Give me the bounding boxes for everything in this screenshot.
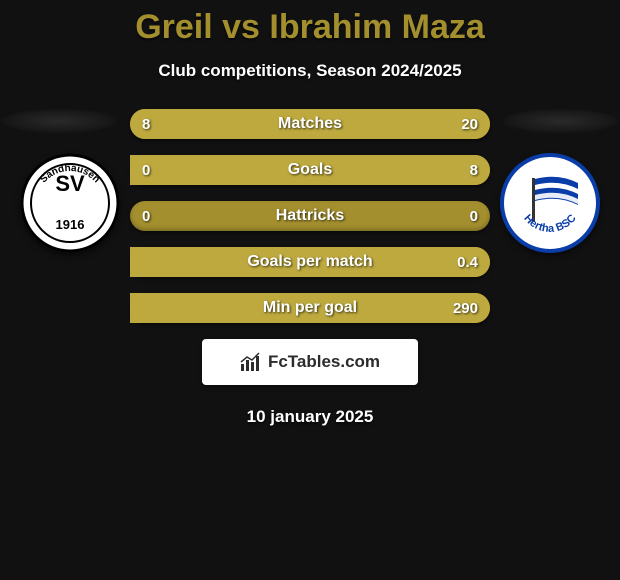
stat-label: Goals per match xyxy=(247,253,372,271)
date-label: 10 january 2025 xyxy=(0,407,620,427)
stat-bars: 8 Matches 20 0 Goals 8 0 Hattricks 0 Goals per ma… xyxy=(130,109,490,323)
stat-value-right: 0 xyxy=(470,208,478,225)
watermark-text: FcTables.com xyxy=(268,352,380,372)
stat-value-right: 8 xyxy=(470,162,478,179)
stat-value-left: 8 xyxy=(142,116,150,133)
page-title: Greil vs Ibrahim Maza xyxy=(0,0,620,47)
svg-text:1916: 1916 xyxy=(56,217,85,232)
stat-value-right: 0.4 xyxy=(457,254,478,271)
stat-label: Hattricks xyxy=(276,207,344,225)
stat-label: Matches xyxy=(278,115,342,133)
stat-bar: 0 Goals 8 xyxy=(130,155,490,185)
stat-bar: 8 Matches 20 xyxy=(130,109,490,139)
bar-fill-right xyxy=(231,109,490,139)
chart-icon xyxy=(240,352,262,372)
svg-text:SV: SV xyxy=(55,171,85,196)
club-badge-right: Hertha BSC xyxy=(500,153,600,253)
stat-bar: Min per goal 290 xyxy=(130,293,490,323)
stat-value-left: 0 xyxy=(142,208,150,225)
hertha-logo-icon: Hertha BSC xyxy=(500,153,600,253)
stat-label: Min per goal xyxy=(263,299,357,317)
stat-label: Goals xyxy=(288,161,332,179)
comparison-area: Sandhausen SV 1916 Hertha BSC 8 Matches 20… xyxy=(0,109,620,427)
stat-bar: Goals per match 0.4 xyxy=(130,247,490,277)
stat-value-right: 290 xyxy=(453,300,478,317)
stat-bar: 0 Hattricks 0 xyxy=(130,201,490,231)
stat-value-right: 20 xyxy=(461,116,478,133)
watermark: FcTables.com xyxy=(202,339,418,385)
page-subtitle: Club competitions, Season 2024/2025 xyxy=(0,61,620,81)
shadow-left xyxy=(2,109,117,133)
shadow-right xyxy=(503,109,618,133)
stat-value-left: 0 xyxy=(142,162,150,179)
club-badge-left: Sandhausen SV 1916 xyxy=(20,153,120,253)
sandhausen-logo-icon: Sandhausen SV 1916 xyxy=(20,153,120,253)
